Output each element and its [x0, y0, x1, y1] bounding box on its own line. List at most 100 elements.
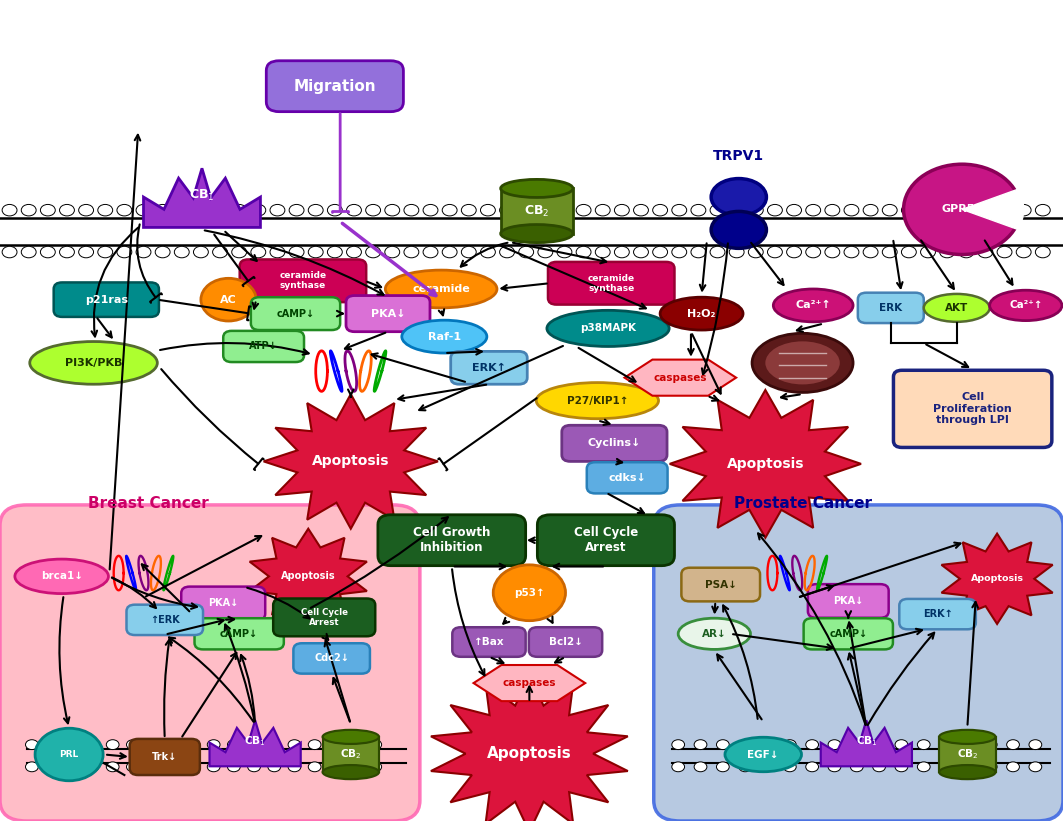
FancyBboxPatch shape [538, 515, 674, 566]
Ellipse shape [678, 618, 750, 649]
Circle shape [863, 204, 878, 216]
Circle shape [959, 246, 974, 258]
Circle shape [2, 246, 17, 258]
Circle shape [288, 762, 301, 772]
Circle shape [710, 204, 725, 216]
Circle shape [98, 204, 113, 216]
Circle shape [347, 204, 361, 216]
FancyBboxPatch shape [223, 331, 304, 362]
Text: PI3K/PKB: PI3K/PKB [65, 358, 122, 368]
Circle shape [895, 740, 908, 750]
Circle shape [825, 204, 840, 216]
Ellipse shape [402, 320, 487, 353]
Text: Ca²⁺↑: Ca²⁺↑ [795, 300, 831, 310]
Text: caspases: caspases [503, 678, 556, 688]
FancyBboxPatch shape [804, 618, 893, 649]
Text: Bcl2↓: Bcl2↓ [549, 637, 583, 647]
Circle shape [882, 246, 897, 258]
Circle shape [716, 762, 729, 772]
FancyBboxPatch shape [681, 568, 760, 601]
Circle shape [328, 740, 341, 750]
Polygon shape [431, 676, 628, 821]
Polygon shape [144, 168, 260, 227]
Circle shape [79, 204, 94, 216]
Circle shape [270, 204, 285, 216]
Text: ceramide
synthase: ceramide synthase [280, 271, 326, 291]
Text: ATP↓: ATP↓ [249, 342, 279, 351]
Circle shape [576, 204, 591, 216]
Circle shape [761, 740, 774, 750]
Circle shape [46, 762, 58, 772]
Circle shape [193, 246, 208, 258]
FancyBboxPatch shape [587, 462, 668, 493]
Circle shape [60, 246, 74, 258]
Text: cAMP↓: cAMP↓ [276, 309, 315, 319]
Circle shape [850, 762, 863, 772]
Circle shape [167, 762, 180, 772]
Circle shape [538, 246, 553, 258]
Circle shape [268, 762, 281, 772]
Circle shape [767, 204, 782, 216]
Circle shape [538, 204, 553, 216]
Ellipse shape [30, 342, 157, 384]
Circle shape [729, 204, 744, 216]
Circle shape [634, 204, 648, 216]
Text: p38MAPK: p38MAPK [580, 323, 636, 333]
Circle shape [404, 204, 419, 216]
Circle shape [155, 204, 170, 216]
Circle shape [232, 204, 247, 216]
FancyBboxPatch shape [126, 604, 203, 635]
Circle shape [40, 246, 55, 258]
Circle shape [901, 246, 916, 258]
Text: Cyclins↓: Cyclins↓ [588, 438, 641, 448]
Circle shape [557, 204, 572, 216]
Circle shape [167, 740, 180, 750]
Circle shape [672, 762, 685, 772]
Circle shape [783, 762, 796, 772]
FancyBboxPatch shape [195, 618, 284, 649]
FancyBboxPatch shape [561, 425, 668, 461]
Ellipse shape [15, 559, 108, 594]
Text: ceramide: ceramide [412, 284, 470, 294]
Circle shape [806, 204, 821, 216]
Circle shape [940, 204, 955, 216]
Polygon shape [625, 360, 737, 396]
Text: PKA↓: PKA↓ [833, 596, 863, 606]
Text: ceramide
synthase: ceramide synthase [588, 273, 635, 293]
Text: GPR55: GPR55 [942, 204, 982, 214]
Circle shape [289, 204, 304, 216]
Ellipse shape [711, 212, 766, 248]
Circle shape [193, 204, 208, 216]
Circle shape [136, 246, 151, 258]
Circle shape [882, 204, 897, 216]
Circle shape [227, 740, 240, 750]
Circle shape [385, 246, 400, 258]
Circle shape [691, 204, 706, 216]
Circle shape [308, 204, 323, 216]
Text: ↑Bax: ↑Bax [474, 637, 504, 647]
Polygon shape [209, 720, 301, 766]
Circle shape [147, 762, 159, 772]
Text: PRL: PRL [60, 750, 79, 759]
Circle shape [2, 204, 17, 216]
Text: Apoptosis: Apoptosis [971, 575, 1024, 583]
FancyBboxPatch shape [939, 737, 996, 772]
FancyBboxPatch shape [453, 627, 525, 657]
FancyBboxPatch shape [529, 627, 602, 657]
Text: Migration: Migration [293, 79, 376, 94]
Circle shape [614, 246, 629, 258]
Circle shape [328, 762, 341, 772]
Ellipse shape [322, 765, 379, 779]
Circle shape [369, 762, 382, 772]
Circle shape [136, 204, 151, 216]
Ellipse shape [939, 730, 996, 744]
Circle shape [289, 246, 304, 258]
Circle shape [187, 762, 200, 772]
FancyBboxPatch shape [378, 515, 525, 566]
Circle shape [978, 246, 993, 258]
Polygon shape [250, 529, 367, 624]
Circle shape [251, 246, 266, 258]
Circle shape [921, 246, 935, 258]
Circle shape [442, 204, 457, 216]
Circle shape [461, 246, 476, 258]
